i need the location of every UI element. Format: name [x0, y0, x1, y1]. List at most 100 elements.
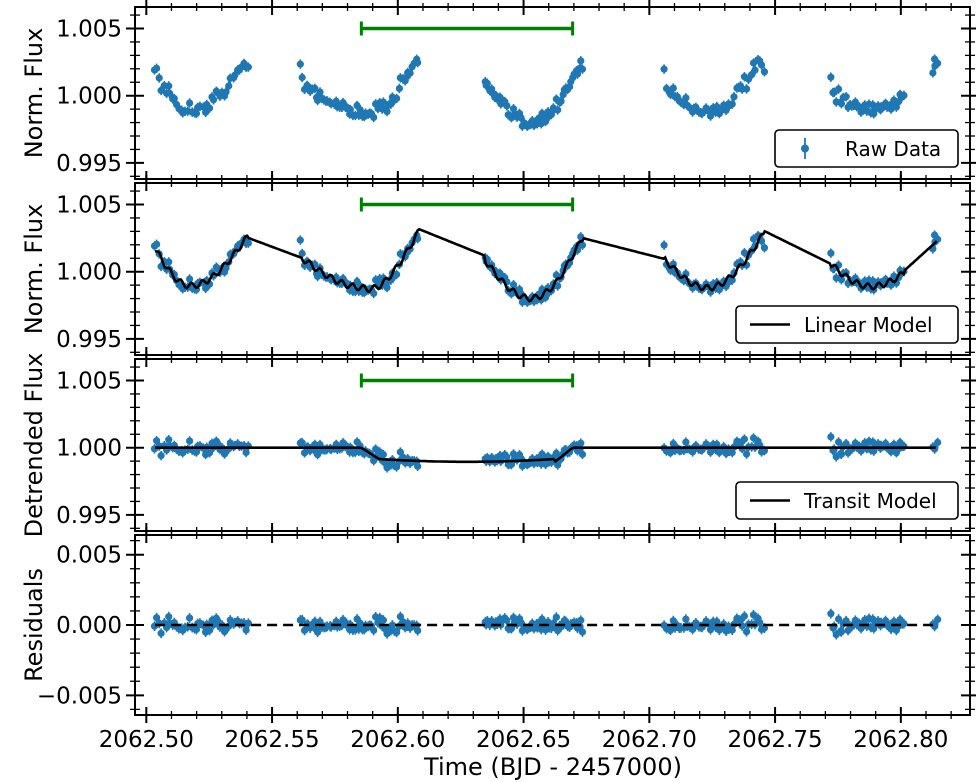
data-point: [383, 107, 391, 116]
data-point: [346, 105, 354, 114]
data-point: [660, 241, 668, 249]
linear-model-line: [154, 227, 938, 303]
data-point: [153, 64, 161, 72]
y-tick-label: 1.000: [56, 84, 122, 110]
data-point: [713, 617, 721, 626]
data-point: [298, 616, 306, 624]
data-point: [231, 71, 239, 79]
data-point: [395, 84, 403, 93]
data-point: [392, 270, 401, 279]
data-point: [379, 450, 387, 459]
data-point: [313, 451, 322, 459]
data-point: [742, 450, 751, 458]
data-point: [682, 94, 690, 102]
data-point: [414, 59, 422, 67]
data-point: [929, 69, 937, 77]
data-point: [730, 93, 738, 101]
data-point: [298, 249, 306, 258]
data-point: [192, 109, 201, 117]
legend-label: Linear Model: [804, 313, 933, 337]
data-point: [165, 89, 174, 97]
data-point: [827, 73, 835, 81]
data-point: [760, 624, 769, 632]
data-point: [742, 85, 751, 93]
data-point: [554, 282, 562, 290]
data-point: [379, 98, 387, 106]
data-point: [503, 453, 511, 461]
data-point: [682, 615, 690, 623]
panel-detrended: 0.995 1.000 1.005 Detrended Flux Transit Mod…: [20, 351, 976, 539]
transit-model-line: [155, 446, 936, 464]
data-point: [760, 244, 769, 252]
x-tick-label: 2062.60: [350, 727, 445, 753]
data-point: [554, 106, 562, 114]
data-point: [298, 439, 306, 447]
data-point: [298, 73, 306, 82]
data-point: [552, 613, 560, 621]
data-point: [837, 628, 846, 636]
data-point: [414, 462, 422, 470]
x-axis: 2062.50 2062.55 2062.60 2062.65 2062.70 2062.…: [99, 727, 949, 753]
data-point: [742, 628, 751, 636]
legend-label: Transit Model: [803, 489, 937, 513]
data-point: [370, 289, 378, 297]
data-point: [311, 84, 319, 92]
data-point: [165, 82, 173, 90]
data-point: [153, 240, 161, 248]
data-point: [740, 612, 749, 620]
data-point: [165, 258, 173, 266]
data-point: [205, 626, 214, 634]
data-point: [392, 463, 401, 471]
y-tick-label: 1.005: [56, 17, 122, 43]
y-axis-label-linear: Norm. Flux: [20, 204, 48, 335]
y-tick-label: 0.005: [56, 543, 122, 569]
y-axis-label-raw: Norm. Flux: [20, 28, 48, 159]
data-point: [728, 276, 736, 284]
data-point: [713, 440, 721, 449]
data-point: [155, 74, 163, 82]
data-point: [894, 97, 903, 106]
data-point: [834, 85, 843, 93]
x-tick-label: 2062.55: [225, 727, 320, 753]
data-point: [751, 66, 759, 74]
y-axis-label-residuals: Residuals: [20, 568, 48, 682]
data-point: [669, 617, 677, 625]
data-point: [834, 615, 843, 623]
data-point: [541, 117, 550, 126]
data-point: [669, 439, 677, 448]
x-tick-label: 2062.80: [853, 727, 948, 753]
data-point: [900, 91, 908, 99]
data-point: [244, 63, 252, 71]
data-point: [186, 275, 194, 283]
data-point: [934, 59, 942, 67]
data-point: [900, 620, 908, 628]
data-point: [578, 241, 587, 249]
data-point: [842, 440, 850, 448]
data-point: [757, 61, 766, 69]
data-point: [827, 433, 835, 441]
data-point: [834, 438, 843, 446]
data-point: [383, 283, 391, 292]
x-tick-label: 2062.50: [99, 727, 194, 753]
data-point: [577, 439, 585, 447]
data-point: [205, 104, 214, 112]
data-point: [827, 249, 835, 257]
y-tick-label: 1.000: [56, 260, 122, 286]
data-point: [414, 627, 422, 635]
data-point: [370, 113, 378, 121]
data-point: [157, 452, 165, 460]
data-point: [186, 437, 194, 445]
data-point: [192, 625, 201, 634]
legend-box-raw: [774, 129, 959, 168]
data-point: [392, 94, 401, 103]
data-point: [296, 236, 304, 244]
y-tick-label: 1.005: [56, 369, 122, 395]
data-point: [313, 628, 322, 636]
data-point: [728, 100, 736, 108]
data-point: [186, 614, 194, 622]
data-point: [577, 616, 585, 624]
data-point: [379, 616, 387, 624]
data-point: [682, 438, 690, 446]
data-point: [756, 618, 764, 627]
data-point: [509, 105, 518, 113]
